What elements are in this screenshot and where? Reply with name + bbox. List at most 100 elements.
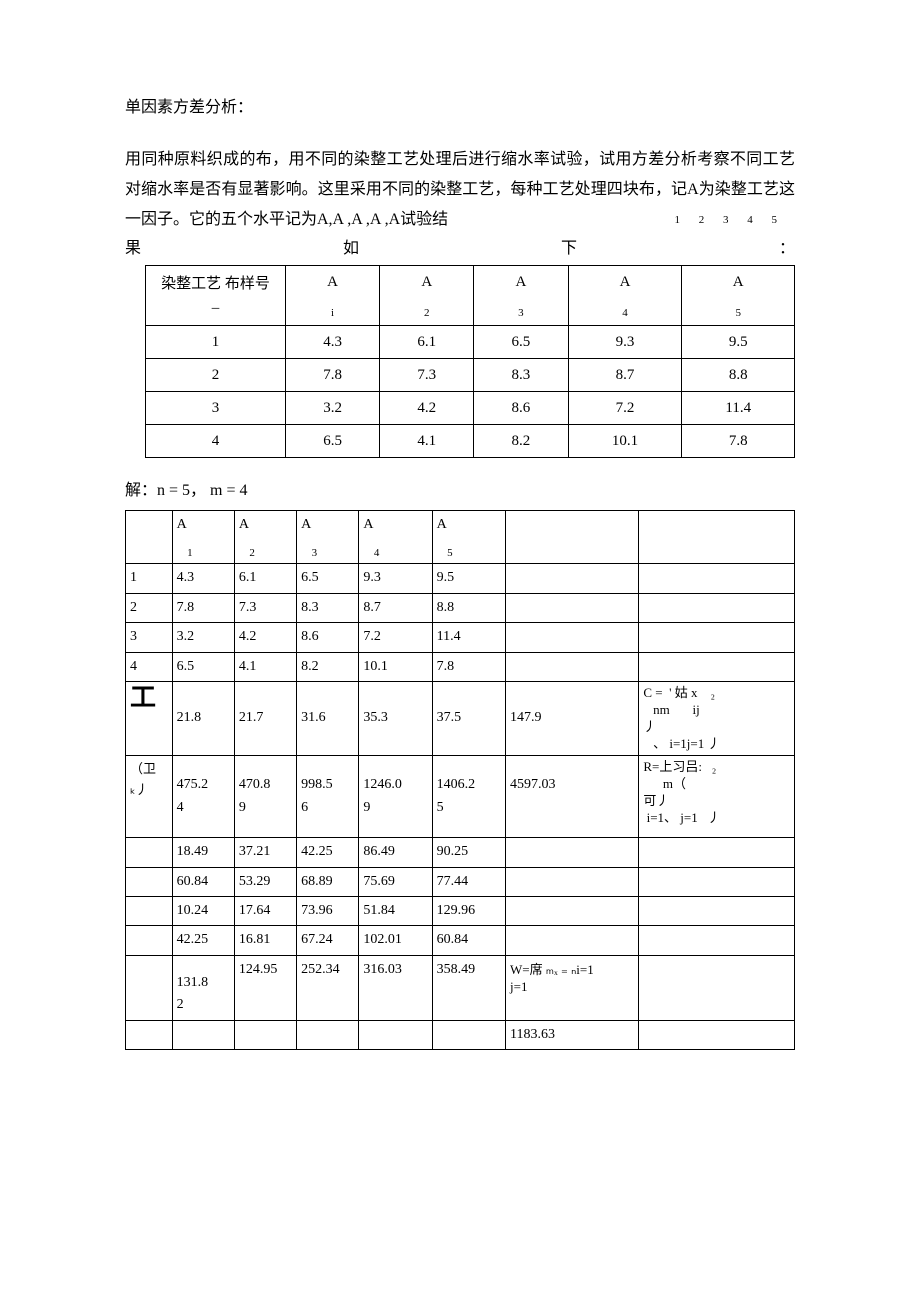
cell: 4.3	[286, 325, 380, 358]
empty-cell	[506, 897, 639, 926]
cell: 4.1	[380, 424, 474, 457]
cell: 7.8	[682, 424, 795, 457]
result-line: 果 如 下 1 2 3 4 5：	[125, 236, 795, 262]
data-table-2: A 1 A 2 A 3 A 4 A 5 14.36.16.59.39.527.8…	[125, 510, 795, 1050]
cell: 67.24	[297, 926, 359, 955]
cell: 21.8	[172, 681, 234, 756]
cell: 8.6	[297, 623, 359, 652]
formula-cell-w: W=席 ₘₓ ₌ ₙi=1 j=1	[506, 955, 639, 1020]
row-label: 2	[146, 358, 286, 391]
empty-cell	[432, 1020, 505, 1049]
cell: 10.1	[568, 424, 682, 457]
t1-col-3: A3	[474, 266, 568, 326]
row-label: 2	[126, 593, 173, 622]
cell: 18.49	[172, 838, 234, 867]
table-row: 60.8453.2968.8975.6977.44	[126, 867, 795, 896]
row-label: 1	[146, 325, 286, 358]
cell: 6.5	[172, 652, 234, 681]
empty-cell	[126, 897, 173, 926]
cell: 6.1	[380, 325, 474, 358]
solution-line: 解：n = 5， m = 4	[125, 478, 795, 504]
empty-cell	[126, 926, 173, 955]
cell: 8.6	[474, 391, 568, 424]
cell: 68.89	[297, 867, 359, 896]
empty-cell	[126, 867, 173, 896]
table-row: 42.2516.8167.24102.0160.84	[126, 926, 795, 955]
cell: 358.49	[432, 955, 505, 1020]
table-row: 33.24.28.67.211.4	[126, 623, 795, 652]
cell: 8.7	[568, 358, 682, 391]
cell: 86.49	[359, 838, 432, 867]
empty-cell	[297, 1020, 359, 1049]
cell: 42.25	[297, 838, 359, 867]
sum-row: 工21.821.731.635.337.5147.9C = ' 姑 x ₂ nm…	[126, 681, 795, 756]
level-subscripts: 1 2 3 4 5	[674, 212, 785, 230]
cell: 75.69	[359, 867, 432, 896]
cell: 8.3	[474, 358, 568, 391]
final-total: 1183.63	[506, 1020, 639, 1049]
sum-label: 工	[126, 681, 173, 756]
empty-cell	[639, 955, 795, 1020]
cell: 8.8	[432, 593, 505, 622]
cell: 6.1	[234, 564, 296, 593]
t2-col-1: A 1	[172, 510, 234, 564]
total-cell: 147.9	[506, 681, 639, 756]
cell: 37.21	[234, 838, 296, 867]
table-row: 46.54.18.210.17.8	[146, 424, 795, 457]
cell: 316.03	[359, 955, 432, 1020]
table-row: 27.87.38.38.78.8	[126, 593, 795, 622]
row-label: 4	[146, 424, 286, 457]
empty-cell	[639, 867, 795, 896]
cell: 35.3	[359, 681, 432, 756]
t1-col-2: A2	[380, 266, 474, 326]
cell: 7.3	[234, 593, 296, 622]
t1-col-4: A4	[568, 266, 682, 326]
t1-col-5: A5	[682, 266, 795, 326]
cell: 1246.0 9	[359, 756, 432, 838]
empty-cell	[639, 926, 795, 955]
cell: 16.81	[234, 926, 296, 955]
t2-header-row: A 1 A 2 A 3 A 4 A 5	[126, 510, 795, 564]
table-row: 10.2417.6473.9651.84129.96	[126, 897, 795, 926]
empty-cell	[639, 593, 795, 622]
t2-col-4: A 4	[359, 510, 432, 564]
formula-cell-c: C = ' 姑 x ₂ nm ij 丿 、 i=1j=1 丿	[639, 681, 795, 756]
cell: 7.3	[380, 358, 474, 391]
cell: 60.84	[172, 867, 234, 896]
row-label: 4	[126, 652, 173, 681]
cell: 6.5	[474, 325, 568, 358]
t1-header-label: 染整工艺 布样号 –	[146, 266, 286, 326]
cell: 8.8	[682, 358, 795, 391]
cell: 21.7	[234, 681, 296, 756]
empty-cell	[172, 1020, 234, 1049]
cell: 102.01	[359, 926, 432, 955]
cell: 9.3	[568, 325, 682, 358]
empty-cell	[506, 623, 639, 652]
sq-row: （卫 ₖ丿475.2 4470.8 9998.5 61246.0 91406.2…	[126, 756, 795, 838]
cell: 470.8 9	[234, 756, 296, 838]
empty-cell	[639, 838, 795, 867]
empty-cell	[506, 867, 639, 896]
cell: 8.2	[474, 424, 568, 457]
cell: 3.2	[172, 623, 234, 652]
empty-cell	[639, 897, 795, 926]
empty-cell	[506, 593, 639, 622]
row-label: 3	[146, 391, 286, 424]
empty-cell	[359, 1020, 432, 1049]
table-row: 14.36.16.59.39.5	[146, 325, 795, 358]
empty-cell	[126, 838, 173, 867]
table-row: 33.24.28.67.211.4	[146, 391, 795, 424]
empty-cell	[639, 1020, 795, 1049]
result-mid: 如	[343, 236, 359, 262]
cell: 131.8 2	[172, 955, 234, 1020]
cell: 8.2	[297, 652, 359, 681]
cell: 124.95	[234, 955, 296, 1020]
formula-cell-r: R=上习吕: ₂ m（ 可丿 i=1、 j=1 丿	[639, 756, 795, 838]
t2-col-3: A 3	[297, 510, 359, 564]
cell: 4.1	[234, 652, 296, 681]
empty-cell	[506, 564, 639, 593]
empty-cell	[234, 1020, 296, 1049]
cell: 129.96	[432, 897, 505, 926]
cell: 10.1	[359, 652, 432, 681]
cell: 11.4	[682, 391, 795, 424]
